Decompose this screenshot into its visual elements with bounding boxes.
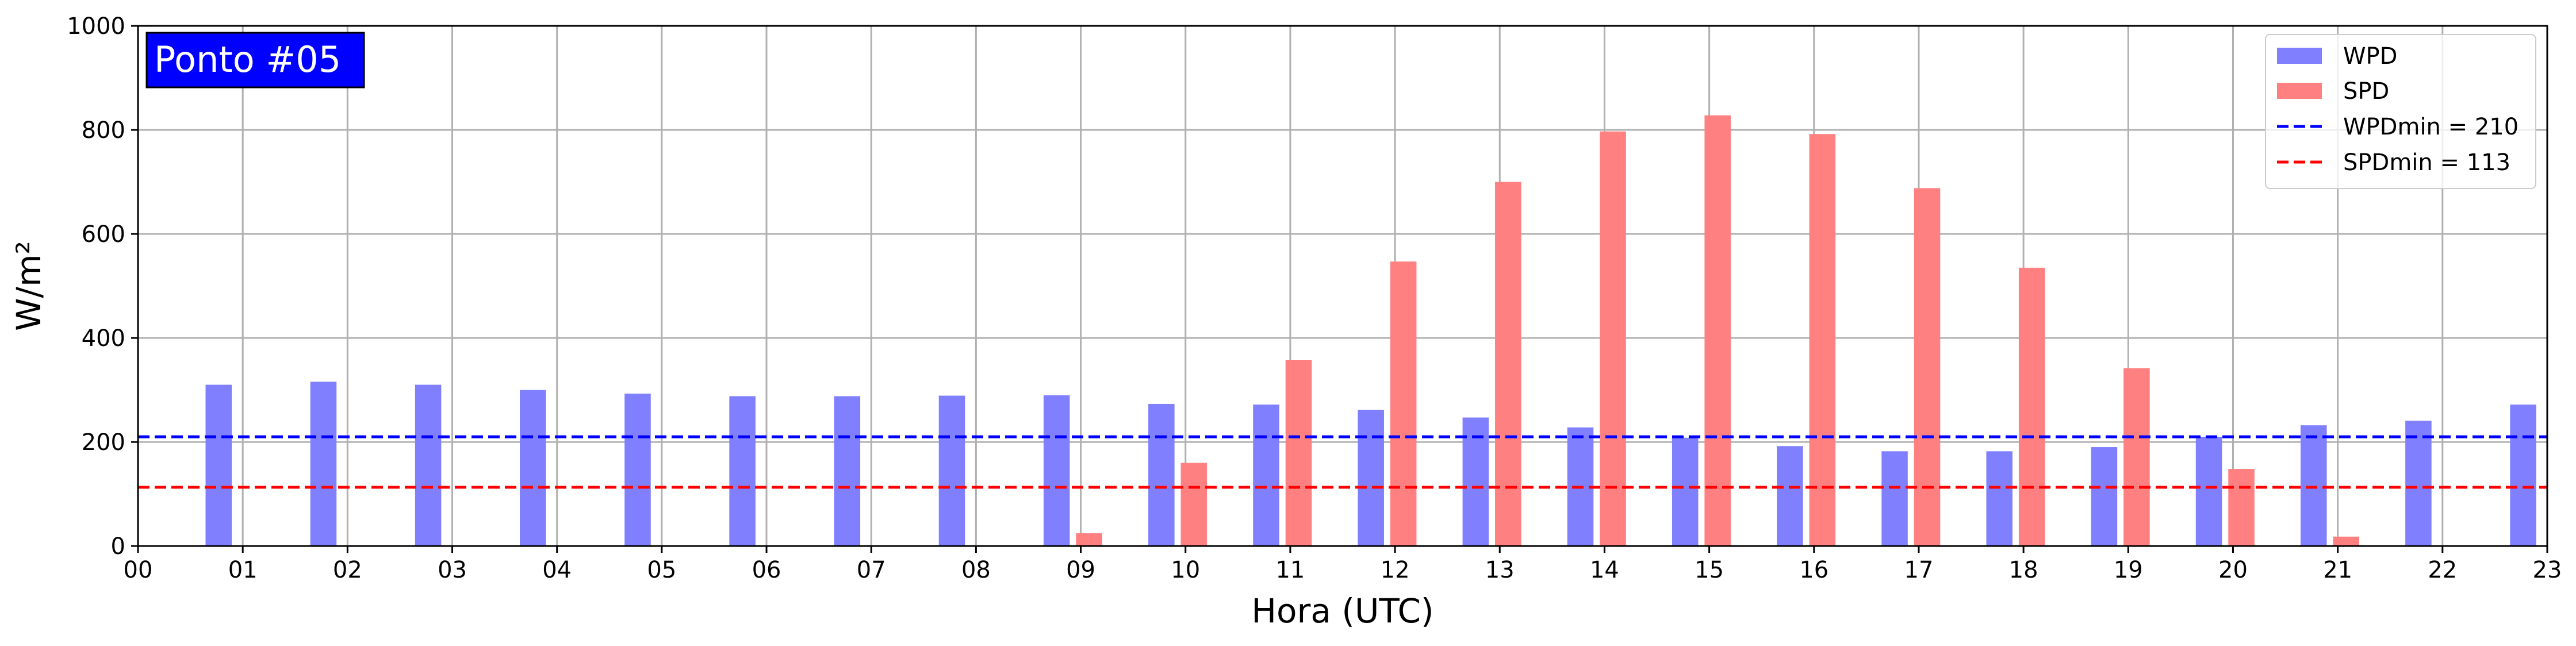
legend-label-wpdmin: WPDmin = 210	[2343, 114, 2518, 140]
x-tick-label: 12	[1381, 557, 1410, 583]
x-tick-label: 06	[752, 557, 781, 583]
bar-wpd	[1881, 451, 1908, 546]
bar-wpd	[1777, 446, 1803, 546]
bar-wpd	[520, 390, 546, 546]
bar-spd	[2018, 267, 2045, 546]
x-tick-label: 16	[1799, 557, 1828, 583]
y-tick-label: 0	[111, 533, 125, 560]
x-tick-label: 11	[1275, 557, 1305, 583]
bar-spd	[1495, 182, 1521, 546]
bar-spd	[2333, 536, 2359, 546]
x-tick-label: 04	[542, 557, 572, 583]
y-tick-label: 800	[82, 117, 125, 144]
x-tick-label: 15	[1695, 557, 1724, 583]
y-tick-label: 1000	[67, 13, 125, 40]
x-tick-label: 07	[857, 557, 886, 583]
x-tick-label: 14	[1590, 557, 1619, 583]
x-tick-label: 19	[2114, 557, 2143, 583]
legend-swatch-wpd	[2277, 48, 2322, 64]
reference-lines	[138, 435, 2547, 489]
x-tick-label: 21	[2323, 557, 2352, 583]
bar-wpd	[2195, 436, 2222, 546]
bar-spd	[1704, 115, 1731, 546]
x-tick-label: 23	[2533, 557, 2562, 583]
bar-spd	[1076, 533, 1102, 546]
bar-spd	[1285, 360, 1312, 546]
bar-spd	[2123, 368, 2150, 546]
bar-wpd	[310, 382, 337, 546]
x-tick-label: 18	[2009, 557, 2038, 583]
bar-wpd	[624, 393, 651, 546]
x-tick-label: 20	[2218, 557, 2248, 583]
bar-wpd	[938, 395, 965, 546]
x-axis-title: Hora (UTC)	[1251, 591, 1433, 630]
x-tick-label: 03	[438, 557, 467, 583]
bar-wpd	[834, 396, 861, 546]
plot-frame	[137, 25, 2548, 547]
bar-wpd	[2091, 447, 2118, 546]
y-tick-label: 400	[82, 325, 125, 352]
bar-wpd	[1043, 395, 1070, 546]
point-badge-box	[145, 32, 365, 89]
ticks: 00 01 02 03 04 05 06 07 08 09 10 11 12 13 14 15 16 17 18 19…	[67, 13, 2562, 583]
y-tick-label: 200	[82, 429, 125, 456]
x-tick-label: 22	[2428, 557, 2457, 583]
bar-wpd	[1253, 404, 1279, 546]
x-tick-label: 01	[228, 557, 258, 583]
bar-wpd	[1462, 417, 1489, 546]
bar-wpd	[1358, 409, 1384, 546]
bar-spd	[1914, 188, 1941, 546]
legend: WPD SPD WPDmin = 210 SPDmin = 113	[2265, 34, 2536, 189]
legend-label-spdmin: SPDmin = 113	[2343, 149, 2510, 176]
legend-box	[2265, 34, 2536, 189]
point-badge: Ponto #05	[145, 32, 365, 89]
bar-wpd	[1148, 403, 1175, 546]
legend-label-spd: SPD	[2343, 78, 2389, 105]
bar-wpd	[415, 384, 442, 546]
x-tick-label: 09	[1066, 557, 1095, 583]
bar-wpd	[205, 384, 232, 546]
x-tick-label: 08	[961, 557, 991, 583]
bar-spd	[1390, 261, 1417, 546]
bar-spd	[1180, 463, 1208, 546]
bar-wpd	[2510, 404, 2536, 546]
bar-wpd	[1672, 437, 1699, 546]
x-tick-label: 02	[333, 557, 362, 583]
bar-spd	[1809, 134, 1836, 547]
x-tick-label: 10	[1171, 557, 1200, 583]
legend-swatch-spd	[2277, 83, 2322, 99]
y-tick-label: 600	[82, 221, 125, 248]
y-axis-title: W/m²	[9, 241, 48, 331]
x-tick-label: 13	[1485, 557, 1515, 583]
x-tick-label: 17	[1904, 557, 1934, 583]
bar-wpd	[1986, 451, 2013, 546]
bar-wpd	[2300, 425, 2327, 546]
legend-label-wpd: WPD	[2343, 43, 2397, 70]
bar-wpd	[729, 396, 756, 546]
x-tick-label: 05	[647, 557, 676, 583]
bar-spd	[2228, 469, 2255, 546]
x-tick-label: 00	[124, 557, 153, 583]
point-badge-text: Ponto #05	[154, 39, 341, 80]
bar-wpd	[2405, 420, 2432, 546]
bar-spd	[1600, 131, 1626, 547]
